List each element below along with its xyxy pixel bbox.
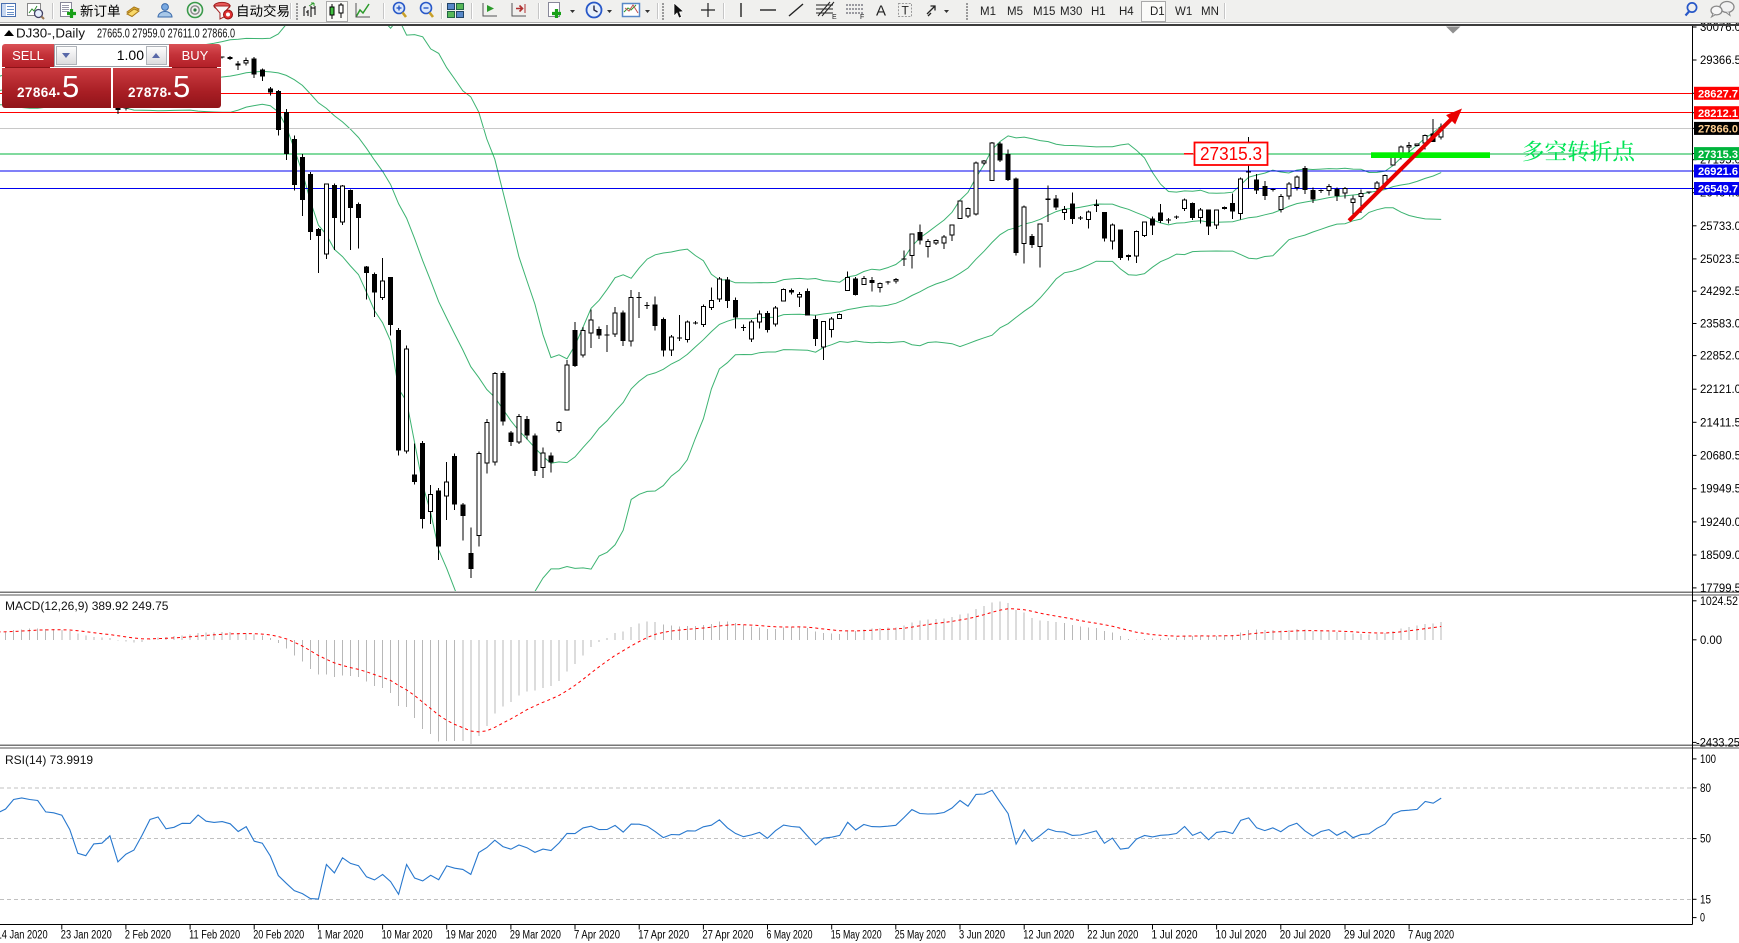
svg-text:26921.6: 26921.6 — [1698, 166, 1738, 178]
svg-text:20680.5: 20680.5 — [1700, 450, 1739, 462]
svg-text:19949.5: 19949.5 — [1700, 484, 1739, 496]
svg-text:27315.3: 27315.3 — [1698, 149, 1738, 161]
svg-text:11 Feb 2020: 11 Feb 2020 — [189, 930, 240, 942]
svg-text:2 Feb 2020: 2 Feb 2020 — [125, 930, 171, 942]
svg-text:6 May 2020: 6 May 2020 — [767, 930, 813, 942]
svg-text:25023.5: 25023.5 — [1700, 254, 1739, 266]
svg-text:24292.5: 24292.5 — [1700, 286, 1739, 298]
svg-text:18509.0: 18509.0 — [1700, 550, 1739, 562]
svg-text:23 Jan 2020: 23 Jan 2020 — [61, 930, 112, 942]
svg-text:-2433.25: -2433.25 — [1696, 737, 1739, 749]
svg-text:0: 0 — [1700, 913, 1705, 925]
svg-text:20 Feb 2020: 20 Feb 2020 — [253, 930, 304, 942]
svg-text:19240.0: 19240.0 — [1700, 517, 1739, 529]
svg-text:10 Mar 2020: 10 Mar 2020 — [382, 930, 433, 942]
svg-text:26549.7: 26549.7 — [1698, 184, 1738, 196]
svg-text:28627.7: 28627.7 — [1698, 89, 1738, 101]
svg-text:27315.3: 27315.3 — [1200, 143, 1262, 164]
svg-text:DJ30-,Daily: DJ30-,Daily — [16, 27, 86, 41]
svg-text:1024.52: 1024.52 — [1700, 596, 1738, 608]
svg-text:0.00: 0.00 — [1700, 635, 1722, 647]
svg-text:17799.5: 17799.5 — [1700, 583, 1739, 595]
svg-text:M5: M5 — [1007, 6, 1023, 18]
svg-text:25 May 2020: 25 May 2020 — [895, 930, 946, 942]
svg-text:W1: W1 — [1175, 6, 1192, 18]
svg-text:80: 80 — [1700, 783, 1711, 795]
svg-text:H1: H1 — [1091, 6, 1106, 18]
svg-text:22852.0: 22852.0 — [1700, 351, 1739, 363]
svg-text:M30: M30 — [1060, 6, 1082, 18]
svg-text:29 Jul 2020: 29 Jul 2020 — [1344, 930, 1395, 942]
svg-text:22 Jun 2020: 22 Jun 2020 — [1087, 930, 1138, 942]
svg-text:D1: D1 — [1150, 6, 1165, 18]
svg-text:T: T — [902, 4, 910, 18]
svg-text:M1: M1 — [980, 6, 996, 18]
svg-text:27866.0: 27866.0 — [1698, 124, 1738, 136]
svg-text:RSI(14) 73.9919: RSI(14) 73.9919 — [5, 753, 93, 767]
svg-text:22121.0: 22121.0 — [1700, 384, 1739, 396]
svg-text:29366.5: 29366.5 — [1700, 55, 1739, 67]
svg-text:100: 100 — [1700, 754, 1716, 766]
svg-text:H4: H4 — [1119, 6, 1134, 18]
svg-text:27 Apr 2020: 27 Apr 2020 — [702, 930, 753, 942]
svg-text:10 Jul 2020: 10 Jul 2020 — [1216, 930, 1267, 942]
svg-text:7 Apr 2020: 7 Apr 2020 — [574, 930, 620, 942]
svg-text:A: A — [876, 3, 886, 20]
svg-text:19 Mar 2020: 19 Mar 2020 — [446, 930, 497, 942]
svg-text:20 Jul 2020: 20 Jul 2020 — [1280, 930, 1331, 942]
svg-text:12 Jun 2020: 12 Jun 2020 — [1023, 930, 1074, 942]
svg-text:7 Aug 2020: 7 Aug 2020 — [1408, 930, 1454, 942]
svg-text:1 Mar 2020: 1 Mar 2020 — [317, 930, 363, 942]
svg-text:3 Jun 2020: 3 Jun 2020 — [959, 930, 1005, 942]
svg-text:27665.0 27959.0 27611.0 27866.: 27665.0 27959.0 27611.0 27866.0 — [97, 27, 235, 41]
svg-text:15 May 2020: 15 May 2020 — [831, 930, 882, 942]
svg-text:MACD(12,26,9) 389.92 249.75: MACD(12,26,9) 389.92 249.75 — [5, 599, 169, 613]
svg-text:50: 50 — [1700, 834, 1711, 846]
svg-text:17 Apr 2020: 17 Apr 2020 — [638, 930, 689, 942]
svg-text:MN: MN — [1201, 6, 1219, 18]
svg-text:23583.0: 23583.0 — [1700, 319, 1739, 331]
svg-text:28212.1: 28212.1 — [1698, 108, 1738, 120]
svg-text:21411.5: 21411.5 — [1700, 417, 1739, 429]
svg-text:15: 15 — [1700, 894, 1711, 906]
svg-text:F: F — [860, 14, 864, 21]
svg-text:25733.0: 25733.0 — [1700, 221, 1739, 233]
svg-text:M15: M15 — [1033, 6, 1055, 18]
svg-text:14 Jan 2020: 14 Jan 2020 — [0, 930, 48, 942]
svg-text:29 Mar 2020: 29 Mar 2020 — [510, 930, 561, 942]
svg-text:E: E — [832, 14, 837, 21]
svg-text:1 Jul 2020: 1 Jul 2020 — [1152, 930, 1198, 942]
